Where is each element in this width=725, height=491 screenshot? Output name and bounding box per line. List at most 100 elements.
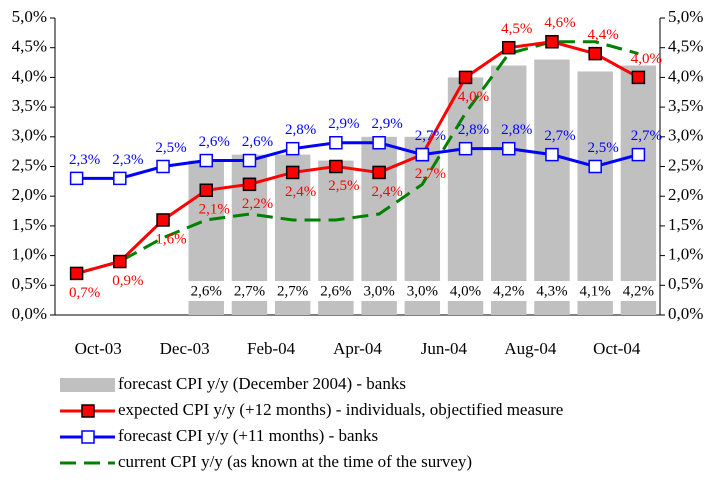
- y-tick-label: 2,0%: [12, 185, 47, 204]
- legend-marker: [81, 430, 95, 444]
- y2-tick-label: 4,0%: [668, 66, 703, 85]
- bar-label-bg: [574, 281, 616, 301]
- bar-label-bg: [358, 281, 400, 301]
- bar-label: 3,0%: [407, 283, 438, 299]
- legend-marker: [81, 404, 95, 418]
- y2-tick-label: 2,0%: [668, 185, 703, 204]
- marker: [631, 147, 646, 162]
- data-label: 2,5%: [155, 140, 186, 156]
- y-tick-label: 1,0%: [12, 245, 47, 264]
- marker: [545, 147, 559, 162]
- bar-label-bg: [488, 281, 530, 301]
- legend-swatch: [60, 378, 115, 392]
- y2-tick-label: 1,0%: [668, 245, 703, 264]
- y2-tick-label: 2,5%: [668, 155, 703, 174]
- x-tick-label: Oct-03: [75, 339, 122, 358]
- marker: [285, 141, 300, 156]
- data-label: 2,7%: [544, 128, 575, 144]
- data-label: 2,3%: [112, 152, 143, 168]
- data-label: 4,0%: [631, 51, 662, 67]
- data-label: 4,4%: [588, 27, 619, 43]
- line: [76, 40, 640, 275]
- bar-label-bg: [401, 281, 443, 301]
- bar-label: 2,7%: [277, 283, 308, 299]
- data-label: 0,9%: [112, 273, 143, 289]
- data-label: 2,7%: [631, 128, 662, 144]
- marker: [156, 159, 170, 174]
- marker: [458, 141, 473, 156]
- bar-label: 4,2%: [623, 283, 654, 299]
- data-label: 2,2%: [242, 196, 273, 212]
- y-tick-label: 2,5%: [12, 155, 47, 174]
- data-label: 2,8%: [285, 122, 316, 138]
- marker: [502, 40, 516, 55]
- data-label: 1,6%: [155, 231, 186, 247]
- data-label: 2,9%: [371, 116, 402, 132]
- legend-label: forecast CPI y/y (+11 months) - banks: [118, 426, 378, 445]
- y2-tick-label: 4,5%: [668, 37, 703, 56]
- y2-tick-label: 5,0%: [668, 7, 703, 26]
- x-tick-label: Jun-04: [421, 339, 468, 358]
- x-tick-label: Feb-04: [247, 339, 296, 358]
- bar-label: 2,6%: [320, 283, 351, 299]
- bar: [491, 65, 527, 316]
- marker: [588, 159, 602, 174]
- bar-label-bg: [228, 281, 271, 301]
- y2-tick-label: 3,5%: [668, 96, 703, 115]
- marker: [69, 171, 84, 186]
- x-tick-label: Aug-04: [504, 339, 556, 358]
- data-label: 2,7%: [415, 166, 446, 182]
- marker: [329, 135, 343, 150]
- data-label: 4,5%: [501, 21, 532, 37]
- legend-label: current CPI y/y (as known at the time of…: [118, 452, 472, 471]
- bar-label-bg: [185, 281, 227, 301]
- bar: [534, 59, 570, 315]
- marker: [199, 153, 213, 168]
- marker: [199, 183, 213, 198]
- bar-label: 2,7%: [234, 283, 265, 299]
- bar-label-bg: [444, 281, 487, 301]
- data-label: 2,9%: [328, 116, 359, 132]
- y-tick-label: 5,0%: [12, 7, 47, 26]
- data-label: 2,6%: [199, 134, 230, 150]
- data-label: 2,5%: [328, 178, 359, 194]
- legend-label: expected CPI y/y (+12 months) - individu…: [118, 400, 563, 419]
- marker: [113, 171, 127, 186]
- marker: [372, 165, 386, 180]
- line: [76, 141, 639, 180]
- marker: [372, 135, 386, 150]
- bar-label-bg: [617, 281, 659, 301]
- data-label: 4,6%: [544, 15, 575, 31]
- data-label: 2,7%: [415, 128, 446, 144]
- bar-label: 2,6%: [191, 283, 222, 299]
- x-tick-label: Oct-04: [593, 339, 641, 358]
- y2-tick-label: 0,5%: [668, 274, 703, 293]
- bar-label: 3,0%: [363, 283, 394, 299]
- bar-label: 4,0%: [450, 283, 481, 299]
- bar: [577, 71, 613, 316]
- y-tick-label: 4,0%: [12, 66, 47, 85]
- bar-label: 4,1%: [580, 283, 611, 299]
- data-label: 4,0%: [458, 89, 489, 105]
- x-tick-label: Dec-03: [160, 339, 210, 358]
- marker: [588, 46, 602, 61]
- y2-tick-label: 0,0%: [668, 304, 703, 323]
- y2-tick-label: 1,5%: [668, 215, 703, 234]
- data-label: 2,4%: [285, 184, 316, 200]
- marker: [69, 266, 84, 281]
- bar-label: 4,2%: [493, 283, 524, 299]
- bar-label-bg: [315, 281, 357, 301]
- bar: [447, 77, 484, 316]
- marker: [242, 153, 257, 168]
- x-tick-label: Apr-04: [333, 339, 382, 358]
- bar-label-bg: [531, 281, 573, 301]
- y-tick-label: 3,5%: [12, 96, 47, 115]
- y-tick-label: 1,5%: [12, 215, 47, 234]
- y-tick-label: 0,5%: [12, 274, 47, 293]
- marker: [242, 177, 257, 192]
- legend-label: forecast CPI y/y (December 2004) - banks: [118, 374, 406, 393]
- marker: [631, 70, 646, 85]
- bar: [620, 65, 657, 316]
- y-tick-label: 4,5%: [12, 37, 47, 56]
